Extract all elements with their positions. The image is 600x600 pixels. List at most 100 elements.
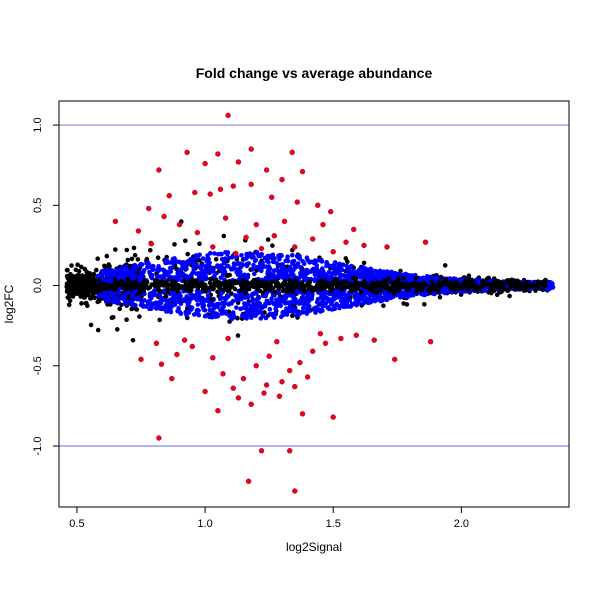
data-point [464,286,470,292]
data-point [269,194,275,201]
data-point [220,305,225,311]
data-point [258,245,265,252]
data-point [274,297,279,303]
data-point [248,311,253,317]
data-point [262,283,268,288]
data-point [330,414,336,420]
data-point [271,233,277,239]
data-point [381,279,386,284]
data-point [324,260,330,265]
data-point [168,269,173,275]
data-point [153,340,160,346]
y-tick-label: -0.5 [32,356,44,375]
data-point [196,308,201,313]
data-point [116,300,121,305]
data-point [143,282,149,288]
data-point [202,313,208,319]
data-point [465,280,471,286]
data-point [386,276,392,282]
data-point [370,288,376,294]
data-point [254,249,260,255]
data-point [466,273,472,279]
data-point [124,264,129,270]
data-point [330,249,336,255]
y-tick-label: 0.5 [32,198,44,213]
data-point [280,262,286,267]
data-point [75,262,80,268]
data-point [362,266,368,271]
data-point [353,284,358,290]
data-point [192,312,197,317]
data-point [277,253,283,258]
data-point [258,304,263,309]
data-point [186,259,191,264]
data-point [409,277,415,282]
data-point [543,283,548,288]
data-point [184,310,189,316]
x-tick-label: 0.5 [69,518,84,530]
data-point [137,290,143,296]
data-point [287,367,293,374]
data-point [362,290,368,296]
data-point [215,289,220,295]
data-point [267,306,273,312]
data-point [238,296,244,302]
data-point [304,374,311,380]
data-point [297,359,303,366]
y-tick-label: 0.0 [32,278,44,293]
data-point [432,291,437,297]
x-tick-label: 1.0 [197,518,212,530]
data-point [443,277,449,283]
data-point [292,300,298,306]
data-point [200,269,205,275]
y-tick-label: -1.0 [32,437,44,456]
data-point [338,335,344,342]
data-point [435,284,441,290]
data-point [377,271,382,277]
data-point [71,275,77,281]
data-point [208,250,213,256]
data-point [239,253,244,258]
data-point [223,297,228,303]
data-point [88,322,94,328]
data-point [178,267,184,272]
data-point [212,282,217,288]
data-point [263,167,270,173]
data-point [265,237,271,242]
data-point [422,302,427,307]
data-point [300,282,305,288]
data-point [110,271,116,277]
data-point [97,282,103,287]
data-point [95,327,101,333]
data-point [374,290,380,296]
data-point [253,221,259,228]
data-point [238,269,243,274]
data-point [219,265,225,271]
data-point [180,263,185,269]
data-point [437,294,443,300]
data-point [270,285,276,291]
data-point [253,363,259,369]
data-point [387,286,393,292]
data-point [129,256,135,262]
data-point [164,269,170,275]
data-point [222,269,228,275]
x-axis: 0.5 1.0 1.5 2.0 [69,506,469,530]
data-point [360,271,366,276]
data-point [266,264,272,270]
data-point [260,313,266,319]
data-point [279,176,285,183]
data-point [225,294,231,299]
data-point [172,242,177,247]
data-point [297,275,303,280]
data-point [305,276,310,282]
data-point [326,263,332,268]
data-point [339,293,345,298]
data-point [208,284,214,290]
data-point [290,313,295,319]
data-point [195,282,201,288]
data-point [312,269,318,274]
data-point [339,287,345,292]
data-point [104,253,110,259]
data-point [115,281,121,286]
